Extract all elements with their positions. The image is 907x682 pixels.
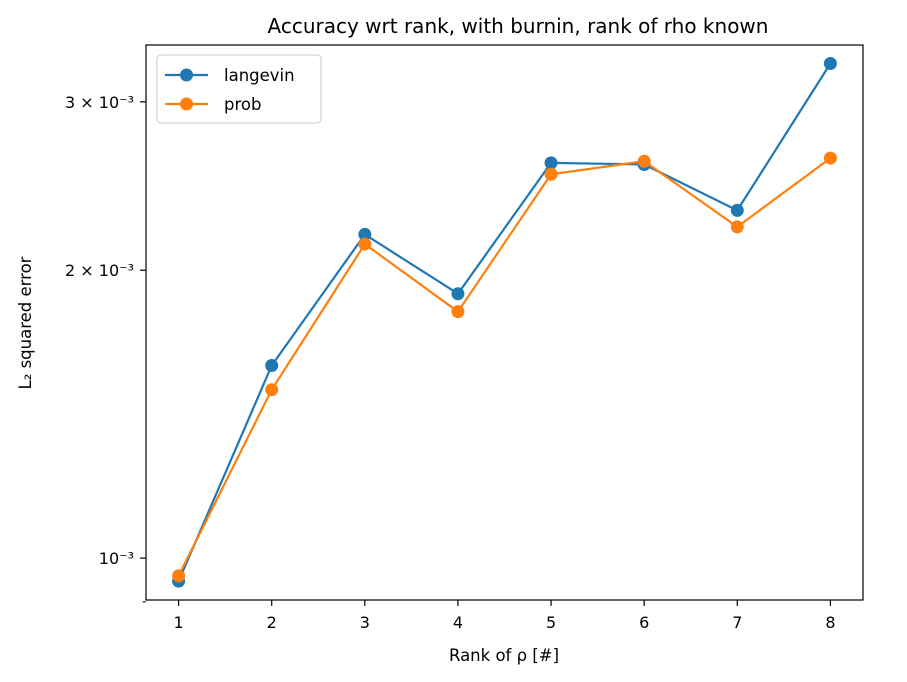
legend: langevin prob — [156, 54, 322, 124]
series-line-langevin — [177, 62, 832, 582]
plot-area — [145, 44, 864, 601]
point-langevin-2 — [265, 358, 279, 372]
x-tick-label-3: 4 — [453, 613, 463, 632]
point-prob-8 — [823, 151, 837, 165]
x-tick-label-6: 7 — [732, 613, 742, 632]
point-prob-4 — [451, 305, 465, 319]
x-tick-label-4: 5 — [546, 613, 556, 632]
plot-frame — [145, 44, 864, 601]
point-prob-3 — [358, 237, 372, 251]
legend-marker-prob — [180, 97, 193, 111]
point-prob-5 — [544, 167, 558, 181]
y-tick-label-2: 3 × 10⁻³ — [65, 93, 134, 112]
chart-title: Accuracy wrt rank, with burnin, rank of … — [268, 14, 769, 38]
series-layer — [172, 57, 837, 588]
x-tick-label-7: 8 — [825, 613, 835, 632]
x-axis: 1 2 3 4 5 6 7 8 — [173, 600, 836, 632]
point-langevin-5 — [544, 156, 558, 170]
x-tick-label-0: 1 — [173, 613, 183, 632]
x-tick-label-5: 6 — [639, 613, 649, 632]
legend-box — [156, 54, 322, 124]
y-axis-label: L₂ squared error — [16, 256, 35, 389]
point-langevin-3 — [358, 227, 372, 241]
y-tick-label-0: 10⁻³ — [99, 549, 134, 568]
x-axis-label: Rank of ρ [#] — [449, 646, 559, 665]
point-prob-2 — [265, 383, 279, 397]
point-prob-1 — [172, 569, 186, 583]
y-axis: 10⁻³ 2 × 10⁻³ 3 × 10⁻³ — [65, 93, 146, 603]
point-prob-6 — [637, 154, 651, 168]
legend-label-langevin: langevin — [224, 66, 295, 85]
point-prob-7 — [730, 220, 744, 234]
legend-label-prob: prob — [224, 95, 261, 114]
series-line-prob — [177, 157, 832, 577]
legend-marker-langevin — [180, 68, 193, 82]
point-langevin-8 — [823, 57, 837, 71]
point-langevin-4 — [451, 287, 465, 301]
point-langevin-7 — [730, 203, 744, 217]
x-tick-label-2: 3 — [360, 613, 370, 632]
x-tick-label-1: 2 — [267, 613, 277, 632]
y-tick-label-1: 2 × 10⁻³ — [65, 261, 134, 280]
